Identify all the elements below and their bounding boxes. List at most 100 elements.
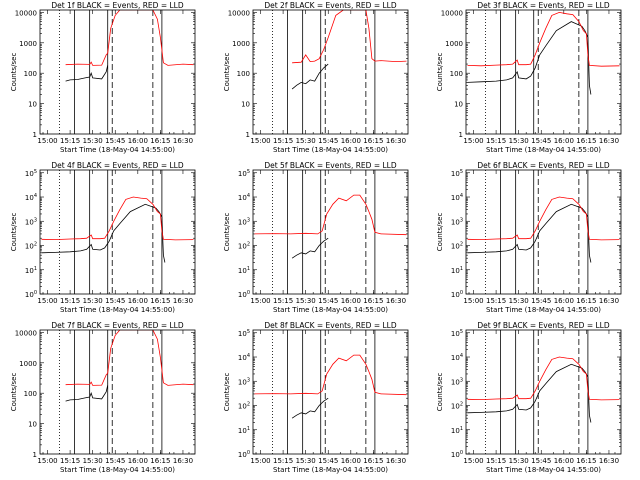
events-series-line bbox=[65, 65, 109, 82]
x-tick-label: 15:30 bbox=[83, 457, 103, 465]
y-tick-label: 101 bbox=[451, 426, 463, 435]
x-tick-label: 15:30 bbox=[83, 297, 103, 305]
lld-series-line bbox=[292, 10, 407, 64]
events-series-line bbox=[467, 203, 592, 263]
y-tick-label: 103 bbox=[451, 217, 463, 226]
y-tick-label: 10 bbox=[241, 101, 250, 109]
y-tick-label: 1000 bbox=[19, 360, 37, 368]
axis-ticks bbox=[466, 330, 621, 455]
x-axis-label: Start Time (18-May-04 14:55:00) bbox=[486, 146, 601, 154]
x-tick-label: 15:45 bbox=[531, 297, 551, 305]
lld-series-line bbox=[467, 356, 620, 401]
x-tick-label: 16:15 bbox=[150, 457, 170, 465]
x-tick-label: 15:00 bbox=[463, 297, 483, 305]
y-tick-label: 100 bbox=[451, 290, 463, 299]
y-tick-label: 104 bbox=[451, 193, 463, 202]
y-tick-label: 1000 bbox=[232, 40, 250, 48]
y-tick-label: 104 bbox=[451, 353, 463, 362]
x-tick-label: 16:00 bbox=[128, 297, 148, 305]
y-tick-label: 102 bbox=[25, 242, 37, 251]
detector-panel-6: Det 6f BLACK = Events, RED = LLD 100 101 10… bbox=[436, 161, 622, 314]
detector-panel-1: Det 1f BLACK = Events, RED = LLD 1 10 100 10… bbox=[10, 1, 196, 154]
y-axis-label: Counts/sec bbox=[223, 373, 231, 412]
events-series-line bbox=[65, 385, 109, 402]
y-axis-label: Counts/sec bbox=[10, 213, 18, 252]
y-tick-label: 102 bbox=[238, 242, 250, 251]
y-axis-label: Counts/sec bbox=[223, 213, 231, 252]
y-tick-label: 104 bbox=[238, 353, 250, 362]
axis-ticks bbox=[253, 10, 408, 135]
plot-frame bbox=[39, 329, 196, 455]
x-tick-label: 15:45 bbox=[318, 137, 338, 145]
y-tick-label: 100 bbox=[24, 70, 37, 78]
panel-title: Det 1f BLACK = Events, RED = LLD bbox=[51, 1, 184, 10]
plot-frame bbox=[252, 169, 409, 295]
x-tick-label: 15:45 bbox=[318, 297, 338, 305]
x-tick-label: 16:15 bbox=[576, 137, 596, 145]
events-series-line bbox=[291, 63, 329, 90]
x-tick-label: 15:30 bbox=[83, 137, 103, 145]
axis-ticks bbox=[466, 170, 621, 295]
x-tick-label: 16:30 bbox=[173, 137, 193, 145]
x-tick-label: 15:00 bbox=[250, 297, 270, 305]
x-tick-label: 16:30 bbox=[386, 137, 406, 145]
x-tick-label: 15:45 bbox=[105, 297, 125, 305]
events-series-line bbox=[467, 363, 592, 423]
y-tick-label: 100 bbox=[450, 70, 463, 78]
x-tick-label: 16:15 bbox=[363, 297, 383, 305]
y-tick-label: 105 bbox=[238, 329, 250, 338]
x-tick-label: 16:00 bbox=[341, 457, 361, 465]
y-tick-label: 105 bbox=[25, 169, 37, 178]
lld-series-line bbox=[65, 10, 194, 66]
y-tick-label: 1 bbox=[246, 131, 250, 139]
detector-panel-9: Det 9f BLACK = Events, RED = LLD 100 101 10… bbox=[436, 321, 622, 474]
y-tick-label: 101 bbox=[25, 266, 37, 275]
y-tick-label: 101 bbox=[451, 266, 463, 275]
panel-title: Det 4f BLACK = Events, RED = LLD bbox=[51, 161, 184, 170]
x-tick-label: 15:45 bbox=[531, 137, 551, 145]
x-tick-label: 15:45 bbox=[318, 457, 338, 465]
x-tick-label: 15:00 bbox=[37, 297, 57, 305]
y-axis-label: Counts/sec bbox=[436, 373, 444, 412]
events-series-line bbox=[291, 237, 329, 259]
panel-title: Det 2f BLACK = Events, RED = LLD bbox=[264, 1, 397, 10]
x-tick-label: 16:00 bbox=[554, 297, 574, 305]
x-tick-label: 15:15 bbox=[273, 297, 293, 305]
x-tick-label: 16:00 bbox=[341, 137, 361, 145]
x-tick-label: 15:15 bbox=[273, 457, 293, 465]
axis-ticks bbox=[253, 170, 408, 295]
y-axis-label: Counts/sec bbox=[10, 373, 18, 412]
detector-panel-5: Det 5f BLACK = Events, RED = LLD 100 101 10… bbox=[223, 161, 409, 314]
y-tick-label: 105 bbox=[451, 329, 463, 338]
axis-ticks bbox=[40, 170, 195, 295]
y-tick-label: 1000 bbox=[19, 40, 37, 48]
y-tick-label: 1 bbox=[459, 131, 463, 139]
panel-title: Det 5f BLACK = Events, RED = LLD bbox=[264, 161, 397, 170]
lld-series-line bbox=[254, 194, 407, 236]
y-tick-label: 1 bbox=[33, 451, 37, 459]
x-tick-label: 15:00 bbox=[37, 457, 57, 465]
axis-ticks bbox=[40, 330, 195, 455]
x-tick-label: 15:00 bbox=[37, 137, 57, 145]
y-tick-label: 10 bbox=[28, 101, 37, 109]
y-axis-label: Counts/sec bbox=[223, 53, 231, 92]
x-tick-label: 15:15 bbox=[486, 297, 506, 305]
y-tick-label: 102 bbox=[451, 402, 463, 411]
x-tick-label: 15:00 bbox=[463, 137, 483, 145]
x-axis-label: Start Time (18-May-04 14:55:00) bbox=[486, 306, 601, 314]
lld-series-line bbox=[467, 11, 620, 67]
y-tick-label: 103 bbox=[238, 217, 250, 226]
y-tick-label: 102 bbox=[238, 402, 250, 411]
x-axis-label: Start Time (18-May-04 14:55:00) bbox=[273, 306, 388, 314]
panel-title: Det 9f BLACK = Events, RED = LLD bbox=[477, 321, 610, 330]
y-tick-label: 105 bbox=[238, 169, 250, 178]
plot-frame bbox=[252, 329, 409, 455]
x-tick-label: 15:15 bbox=[60, 297, 80, 305]
x-tick-label: 15:00 bbox=[250, 137, 270, 145]
x-tick-label: 16:15 bbox=[576, 297, 596, 305]
detector-panel-2: Det 2f BLACK = Events, RED = LLD 1 10 100 10… bbox=[223, 1, 409, 154]
y-tick-label: 100 bbox=[451, 450, 463, 459]
y-tick-label: 100 bbox=[237, 70, 250, 78]
x-tick-label: 16:30 bbox=[173, 457, 193, 465]
x-tick-label: 16:30 bbox=[599, 137, 619, 145]
